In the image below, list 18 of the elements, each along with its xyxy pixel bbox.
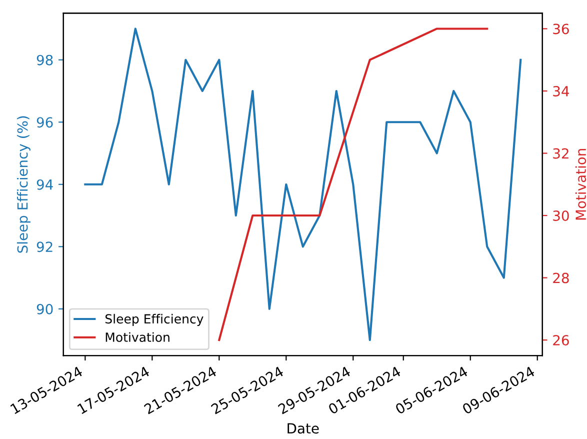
y-tick-label: 96 <box>36 117 53 128</box>
y2-tick-label: 34 <box>553 86 570 96</box>
y-axis-title: Sleep Efficiency (%) <box>17 116 30 253</box>
legend-label: Motivation <box>106 332 170 342</box>
x-axis-title: Date <box>288 423 319 434</box>
y2-tick-label: 36 <box>553 24 569 34</box>
y-tick-label: 98 <box>36 54 53 66</box>
legend-label: Sleep Efficiency <box>105 314 204 326</box>
y-tick-label: 90 <box>36 304 53 314</box>
line-series <box>218 28 488 342</box>
y-tick-label: 92 <box>36 242 52 252</box>
y2-tick-label: 30 <box>553 210 569 221</box>
y2-axis-title: Motivation <box>575 149 586 220</box>
y2-tick-label: 32 <box>553 148 568 159</box>
y-tick-label: 94 <box>36 179 53 190</box>
y2-tick-label: 28 <box>553 272 569 284</box>
line-series <box>84 28 522 342</box>
y2-tick-label: 26 <box>553 334 569 346</box>
